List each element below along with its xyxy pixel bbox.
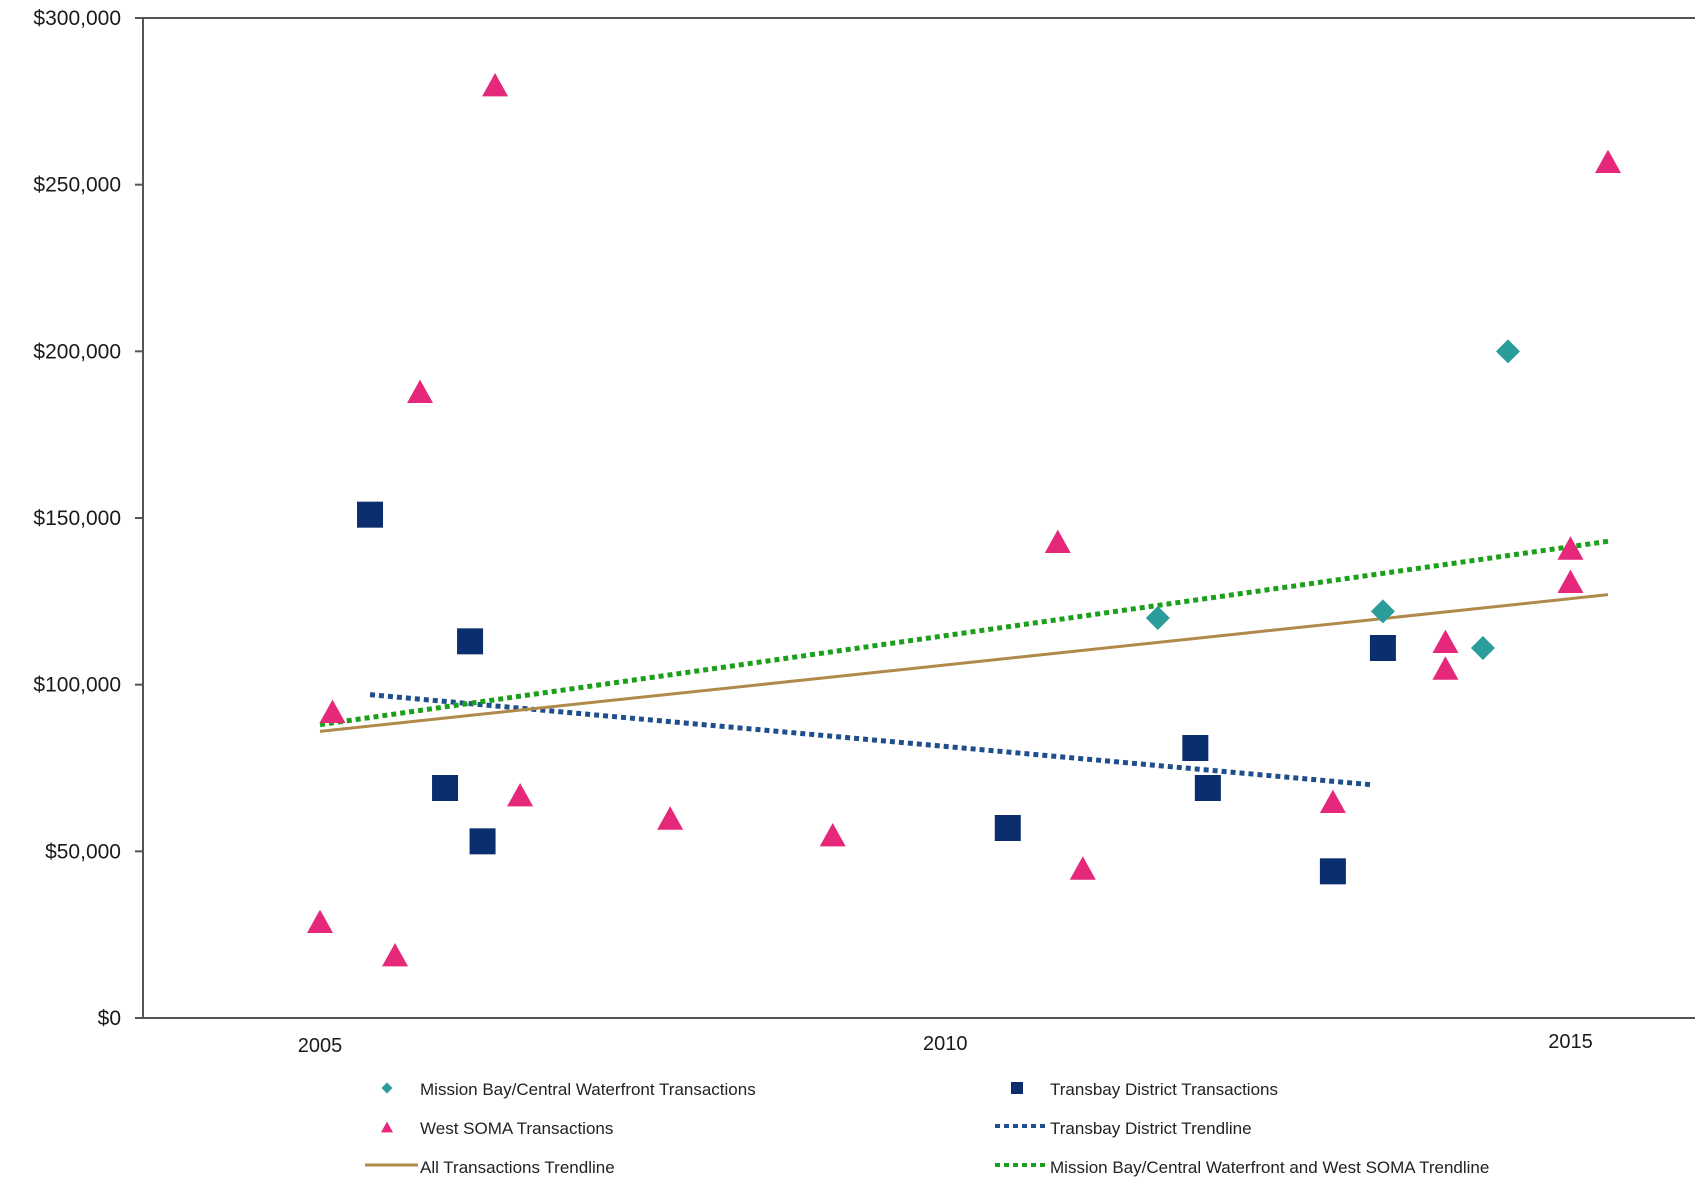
- square-point: [1319, 858, 1346, 885]
- triangle-point: [657, 806, 684, 830]
- triangle-point: [1557, 536, 1584, 560]
- axes: $0 $50,000 $100,000 $150,000 $200,000 $250,00…: [33, 7, 1695, 1057]
- legend-item: Transbay District Trendline: [995, 1119, 1252, 1138]
- legend-label: Transbay District Transactions: [1050, 1080, 1278, 1099]
- triangle-point: [1557, 569, 1584, 594]
- legend-item: All Transactions Trendline: [365, 1158, 615, 1177]
- trendline-5: [319, 538, 1609, 728]
- legend-label: All Transactions Trendline: [420, 1158, 615, 1177]
- triangle-point: [1432, 629, 1459, 654]
- square-point: [469, 828, 496, 855]
- square-point: [994, 815, 1021, 841]
- y-tick-label: $0: [98, 1007, 121, 1030]
- legend-item: Mission Bay/Central Waterfront and West …: [995, 1158, 1489, 1177]
- legend-square-marker: [1011, 1082, 1023, 1094]
- legend: Mission Bay/Central Waterfront Transacti…: [365, 1080, 1489, 1177]
- x-tick-label: 2005: [298, 1035, 343, 1057]
- triangle-point: [1432, 656, 1459, 680]
- data-points: [307, 72, 1621, 967]
- legend-item: Transbay District Transactions: [1011, 1080, 1278, 1099]
- triangle-point: [482, 72, 509, 97]
- triangle-point: [1044, 529, 1071, 554]
- y-tick-label: $300,000: [33, 7, 121, 30]
- y-tick-label: $200,000: [33, 340, 121, 363]
- triangle-point: [382, 942, 409, 967]
- trendline-4: [319, 593, 1609, 733]
- legend-label: Transbay District Trendline: [1050, 1119, 1252, 1138]
- diamond-point: [1370, 599, 1395, 624]
- legend-item: Mission Bay/Central Waterfront Transacti…: [381, 1080, 756, 1099]
- triangle-point: [307, 909, 333, 934]
- diamond-point: [1145, 606, 1170, 630]
- y-tick-label: $100,000: [33, 674, 121, 697]
- x-tick-label: 2010: [923, 1033, 968, 1055]
- legend-label: West SOMA Transactions: [420, 1119, 613, 1138]
- diamond-point: [1495, 339, 1520, 364]
- triangle-point: [1319, 789, 1346, 814]
- legend-item: West SOMA Transactions: [381, 1119, 613, 1138]
- triangle-point: [319, 699, 346, 724]
- x-tick-label: 2015: [1548, 1031, 1593, 1053]
- triangle-point: [1069, 856, 1096, 880]
- triangle-point: [407, 379, 434, 404]
- triangle-point: [507, 782, 534, 807]
- legend-label: Mission Bay/Central Waterfront and West …: [1050, 1158, 1489, 1177]
- trendline-3: [369, 692, 1371, 788]
- y-tick-label: $250,000: [33, 174, 121, 197]
- square-point: [357, 501, 384, 528]
- legend-triangle-marker: [381, 1121, 393, 1133]
- square-point: [1369, 635, 1396, 661]
- y-tick-label: $50,000: [45, 840, 121, 863]
- square-point: [1194, 775, 1221, 801]
- triangle-point: [1595, 149, 1621, 174]
- legend-diamond-marker: [381, 1082, 393, 1094]
- diamond-point: [1470, 636, 1495, 660]
- legend-label: Mission Bay/Central Waterfront Transacti…: [420, 1080, 756, 1099]
- triangle-point: [819, 822, 846, 847]
- square-point: [457, 628, 484, 655]
- square-point: [1182, 735, 1209, 761]
- y-tick-label: $150,000: [33, 507, 121, 530]
- trendlines: [319, 538, 1609, 788]
- square-point: [432, 775, 459, 801]
